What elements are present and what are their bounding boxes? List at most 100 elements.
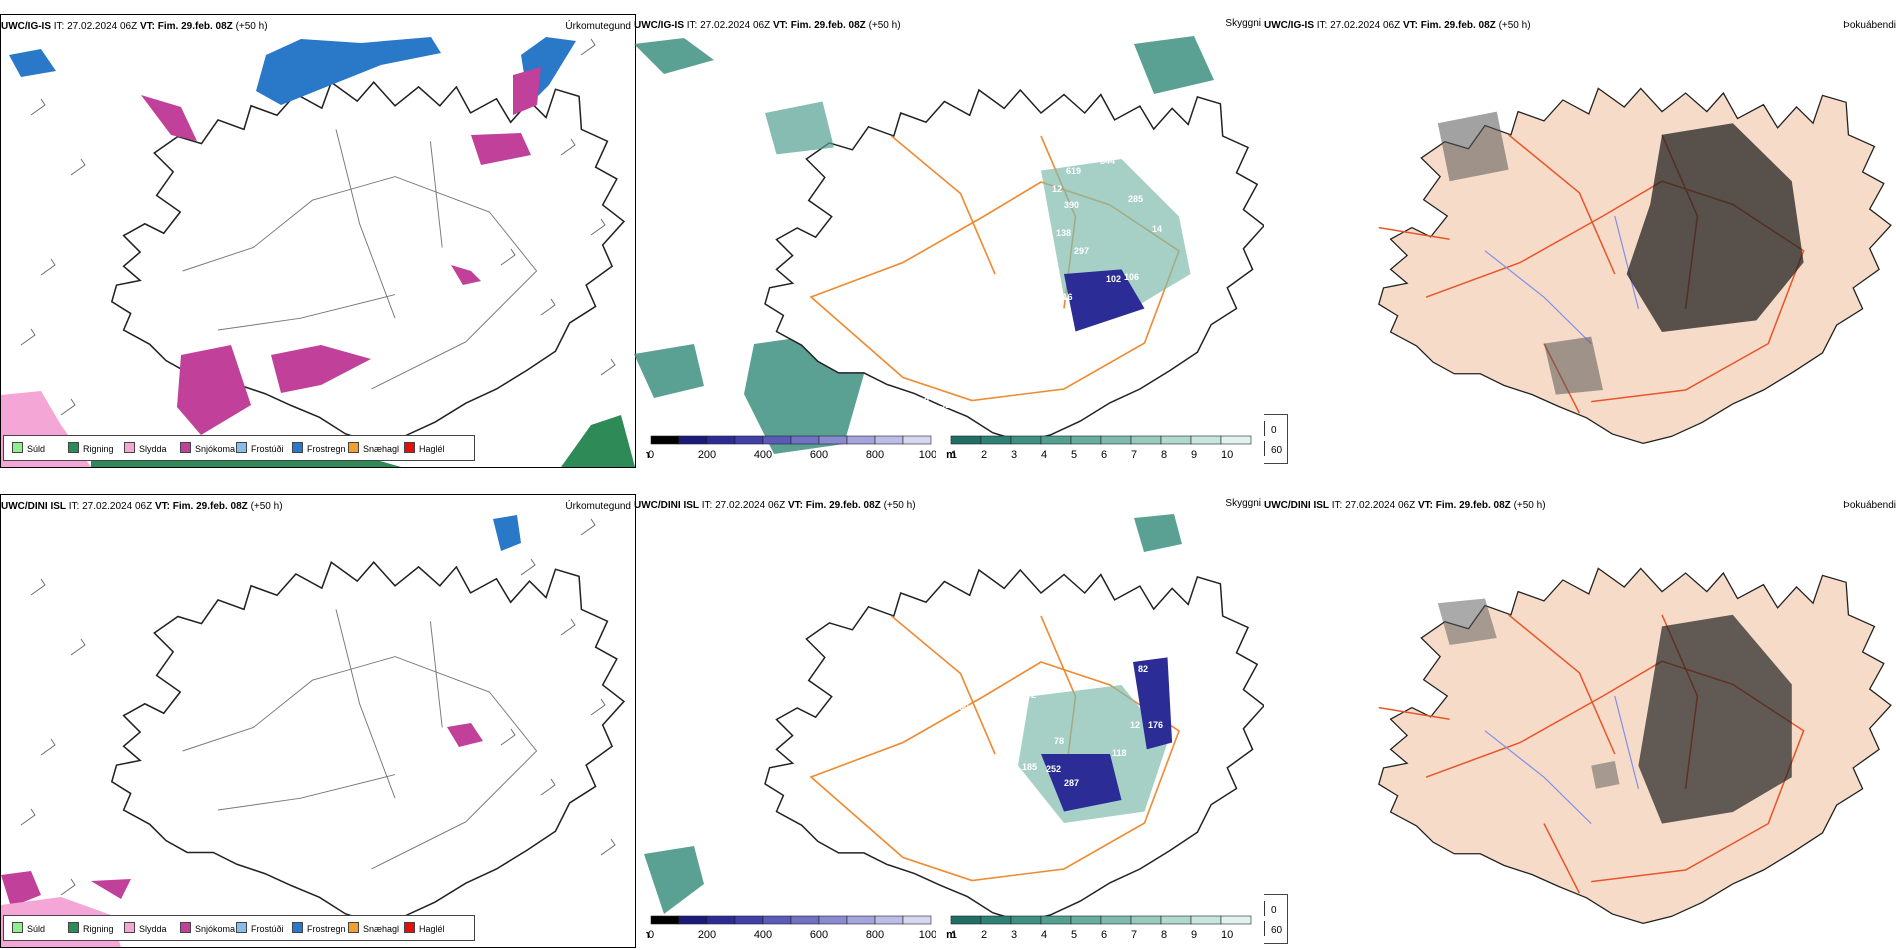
- colorbar-segment: [790, 915, 820, 925]
- legend-item-snjókoma: Snjókoma: [180, 922, 235, 934]
- colorbar-tick: 3: [1011, 929, 1017, 941]
- visibility-value-label: 15: [752, 94, 762, 104]
- visibility-value-label: 185: [1022, 762, 1037, 772]
- legend-swatch: [292, 922, 303, 933]
- colorbar-segment: [818, 915, 848, 925]
- visibility-value-label: 186: [1136, 156, 1151, 166]
- colorbar-segment: [950, 915, 982, 925]
- colorbar-segment: [980, 915, 1012, 925]
- legend-label: Slydda: [139, 444, 167, 454]
- visibility-value-label: 160: [954, 702, 969, 712]
- colorbar-segment: [874, 435, 904, 445]
- visibility-value-label: 176: [1148, 720, 1163, 730]
- legend-swatch: [236, 442, 247, 453]
- panel-title-precip-type: Úrkomutegund: [565, 501, 631, 512]
- visibility-value-label: 390: [1064, 200, 1079, 210]
- legend-item-súld: Súld: [12, 442, 45, 454]
- legend-swatch: [124, 922, 135, 933]
- colorbar-segment: [874, 915, 904, 925]
- visibility-value-label: 178: [1144, 646, 1159, 656]
- panel-title-visibility: Skyggni: [1225, 498, 1261, 509]
- colorbar-m: m0 200 400 600 800 1000: [646, 434, 936, 464]
- vt-value: Fim. 29.feb. 08Z: [1435, 500, 1511, 511]
- fog-legend-low: 60: [1264, 441, 1282, 456]
- colorbar-segment: [846, 915, 876, 925]
- legend-swatch: [124, 442, 135, 453]
- colorbar-tick: 400: [754, 929, 772, 941]
- it-label: IT:: [68, 501, 80, 512]
- legend-label: Frostregn: [307, 924, 346, 934]
- legend-swatch: [348, 442, 359, 453]
- visibility-value-label: 287: [1064, 778, 1079, 788]
- legend-swatch: [12, 442, 23, 453]
- fog-dense: [1626, 123, 1804, 332]
- colorbar-segment: [1190, 915, 1222, 925]
- colorbar-tick: 1000: [919, 929, 936, 941]
- it-label: IT:: [701, 500, 713, 511]
- legend-swatch: [404, 442, 415, 453]
- precip-legend: Súld Rigning Slydda Snjókoma Frostúði Frostre…: [3, 435, 475, 461]
- fog-legend-low: 60: [1264, 921, 1282, 936]
- colorbar-tick: 7: [1131, 449, 1137, 461]
- legend-label: Frostúði: [251, 444, 284, 454]
- legend-item-snjókoma: Snjókoma: [180, 442, 235, 454]
- it-label: IT:: [53, 21, 65, 32]
- vis-header-row2: UWC/DINI ISL IT: 27.02.2024 06Z VT: Fim.…: [634, 500, 916, 511]
- colorbar-tick: 200: [698, 449, 716, 461]
- vt-label: VT:: [772, 20, 788, 31]
- lead-time: (+50 h): [883, 500, 916, 511]
- colorbar-segment: [790, 435, 820, 445]
- colorbar-segment: [980, 435, 1012, 445]
- fog-legend-high: 0: [1264, 901, 1277, 916]
- colorbar-segment: [650, 435, 680, 445]
- colorbar-segment: [734, 435, 764, 445]
- vt-label: VT:: [1402, 20, 1418, 31]
- visibility-value-label: 14: [1152, 224, 1162, 234]
- colorbar-tick: 6: [1101, 449, 1107, 461]
- colorbar-segment: [1220, 435, 1252, 445]
- legend-label: Súld: [27, 444, 46, 454]
- colorbar-tick: 5: [1071, 449, 1077, 461]
- colorbar-tick: 6: [1101, 929, 1107, 941]
- colorbar-unit: m: [646, 929, 650, 941]
- visibility-map-row1: 15 28 619 344 186 12 390 285 19 138 297 10 10 102 106 1…: [634, 14, 1264, 466]
- colorbar-segment: [1130, 915, 1162, 925]
- legend-label: Frostregn: [307, 444, 346, 454]
- colorbar-tick: 10: [1221, 449, 1233, 461]
- legend-item-haglél: Haglél: [404, 922, 445, 934]
- colorbar-unit: km: [946, 449, 956, 461]
- fog-map-row2: UWC/DINI ISL IT: 27.02.2024 06Z VT: Fim.…: [1264, 494, 1900, 946]
- colorbar-tick: 400: [754, 449, 772, 461]
- it-value: 27.02.2024 06Z: [715, 500, 786, 511]
- colorbar-tick: 5: [1071, 929, 1077, 941]
- vt-label: VT:: [1417, 500, 1433, 511]
- colorbar-segment: [1160, 435, 1192, 445]
- vt-value: Fim. 29.feb. 08Z: [172, 501, 248, 512]
- colorbar-segment: [1070, 435, 1102, 445]
- legend-label: Haglél: [419, 924, 445, 934]
- vt-value: Fim. 29.feb. 08Z: [805, 500, 881, 511]
- it-value: 27.02.2024 06Z: [1345, 500, 1416, 511]
- visibility-value-label: 72: [1026, 690, 1036, 700]
- legend-swatch: [404, 922, 415, 933]
- lead-time: (+50 h): [235, 21, 268, 32]
- colorbar-tick: 8: [1161, 449, 1167, 461]
- panel-title-fog: Þokuábendi: [1843, 500, 1896, 511]
- colorbar-segment: [1010, 915, 1042, 925]
- it-label: IT:: [686, 20, 698, 31]
- legend-swatch: [236, 922, 247, 933]
- visibility-value-label: 12: [1052, 184, 1062, 194]
- legend-swatch: [12, 922, 23, 933]
- colorbar-km: km1 2 3 4 5 6 7 8 9 10: [946, 434, 1256, 464]
- colorbar-tick: 800: [866, 929, 884, 941]
- colorbar-tick: 9: [1191, 449, 1197, 461]
- model-name: UWC/DINI ISL: [1, 501, 66, 512]
- colorbar-tick: 200: [698, 929, 716, 941]
- colorbar-tick: 600: [810, 449, 828, 461]
- colorbar-tick: 0: [648, 929, 654, 941]
- colorbar-segment: [1160, 915, 1192, 925]
- colorbar-tick: 4: [1041, 929, 1047, 941]
- visibility-value-label: 42: [1050, 680, 1060, 690]
- colorbar-segment: [1010, 435, 1042, 445]
- legend-swatch: [68, 442, 79, 453]
